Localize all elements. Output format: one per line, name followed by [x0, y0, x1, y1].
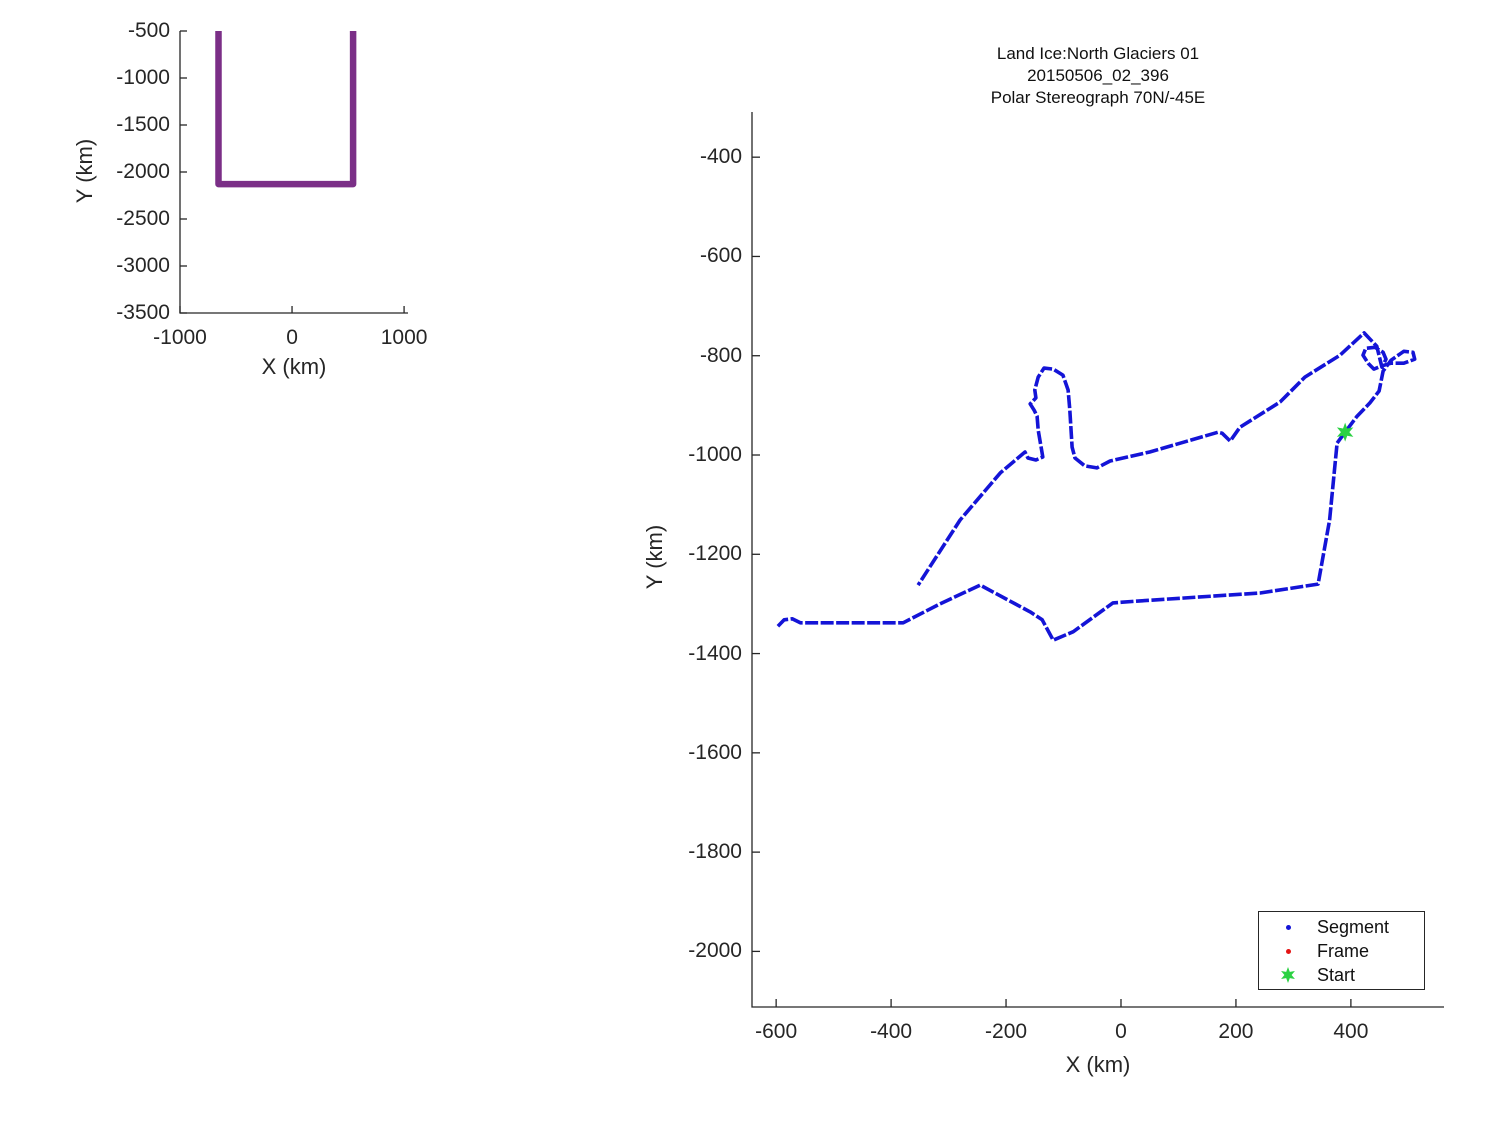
detail-y-tick-label: -400	[699, 145, 742, 169]
overview-y-tick-label: -3000	[116, 254, 170, 277]
start-star-icon	[1259, 965, 1317, 985]
detail-x-tick-label: -600	[755, 1020, 798, 1043]
legend-star-polygon	[1281, 967, 1295, 983]
detail-y-tick-label: -1400	[688, 641, 742, 665]
detail-y-tick-label: -800	[699, 343, 742, 367]
detail-ylabel: Y (km)	[642, 524, 667, 590]
detail-y-tick-label: -600	[699, 244, 742, 268]
legend-label-segment: Segment	[1317, 916, 1390, 937]
overview-ylabel: Y (km)	[72, 138, 97, 204]
detail-y-tick-label: -2000	[688, 939, 742, 963]
overview-axes-spines	[179, 31, 408, 314]
detail-y-tick-label: -1800	[688, 840, 742, 864]
legend-item-start: Start	[1259, 963, 1424, 987]
title-line-1: Land Ice:North Glaciers 01	[996, 44, 1200, 63]
legend-item-segment: Segment	[1259, 915, 1424, 939]
detail-y-tick-label: -1600	[688, 740, 742, 764]
overview-y-tick-label: -3500	[116, 301, 170, 324]
start-marker	[1336, 422, 1354, 442]
detail-x-tick-label: 0	[1115, 1020, 1127, 1043]
legend-label-frame: Frame	[1317, 940, 1370, 961]
legend-item-frame: Frame	[1259, 939, 1424, 963]
legend: Segment Frame Start	[1258, 911, 1425, 990]
overview-x-tick-label: 1000	[380, 326, 428, 349]
overview-y-tick-label: -500	[127, 19, 170, 42]
overview-x-tick-label: -1000	[153, 326, 207, 349]
legend-label-start: Start	[1317, 964, 1356, 985]
detail-x-tick-label: 400	[1333, 1020, 1369, 1043]
overview-y-tick-label: -2500	[116, 207, 170, 230]
detail-x-tick-label: -400	[870, 1020, 913, 1043]
overview-y-tick-label: -1500	[116, 113, 170, 136]
overview-xlabel: X (km)	[261, 354, 327, 379]
title-line-2: 20150506_02_396	[1027, 66, 1169, 85]
overview-x-tick-label: 0	[286, 326, 298, 349]
overview-y-tick-label: -2000	[116, 160, 170, 183]
detail-axes-spines	[751, 112, 1444, 1008]
detail-x-tick-label: -200	[985, 1020, 1028, 1043]
overview-y-tick-label: -1000	[116, 66, 170, 89]
detail-x-tick-label: 200	[1218, 1020, 1254, 1043]
detail-plot-title: Land Ice:North Glaciers 01 20150506_02_3…	[848, 43, 1348, 109]
segment-dot-icon	[1259, 924, 1317, 930]
overview-track-path	[215, 31, 357, 188]
detail-track-path	[776, 331, 1417, 643]
detail-y-tick-label: -1200	[688, 542, 742, 566]
title-line-3: Polar Stereograph 70N/-45E	[990, 88, 1206, 107]
frame-dot-icon	[1259, 948, 1317, 954]
detail-y-tick-label: -1000	[688, 443, 742, 466]
detail-xlabel: X (km)	[1065, 1052, 1131, 1077]
